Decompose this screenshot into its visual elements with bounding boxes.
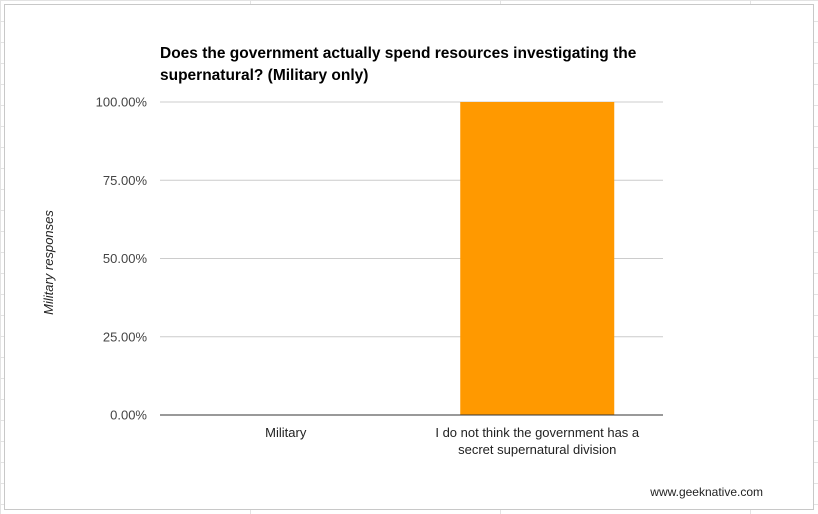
y-tick-label: 50.00% <box>103 251 148 266</box>
bar-chart: 0.00% 25.00% 50.00% 75.00% 100.00% Military I… <box>41 95 663 457</box>
x-tick-label: Military <box>265 425 307 440</box>
y-tick-label: 100.00% <box>96 95 148 110</box>
y-tick-label: 75.00% <box>103 173 148 188</box>
x-tick-label: I do not think the government has a secre… <box>435 425 640 457</box>
bars <box>460 102 615 415</box>
x-tick-labels: Military I do not think the government ha… <box>265 425 640 457</box>
y-tick-label: 0.00% <box>110 408 147 423</box>
site-watermark[interactable]: www.geeknative.com <box>650 485 763 499</box>
y-tick-label: 25.00% <box>103 329 148 344</box>
y-tick-labels: 0.00% 25.00% 50.00% 75.00% 100.00% <box>96 95 148 423</box>
bar[interactable] <box>460 102 615 415</box>
chart-title: Does the government actually spend resou… <box>160 45 637 84</box>
chart-container[interactable]: Does the government actually spend resou… <box>4 4 814 510</box>
y-axis-label: Military responses <box>41 210 56 315</box>
